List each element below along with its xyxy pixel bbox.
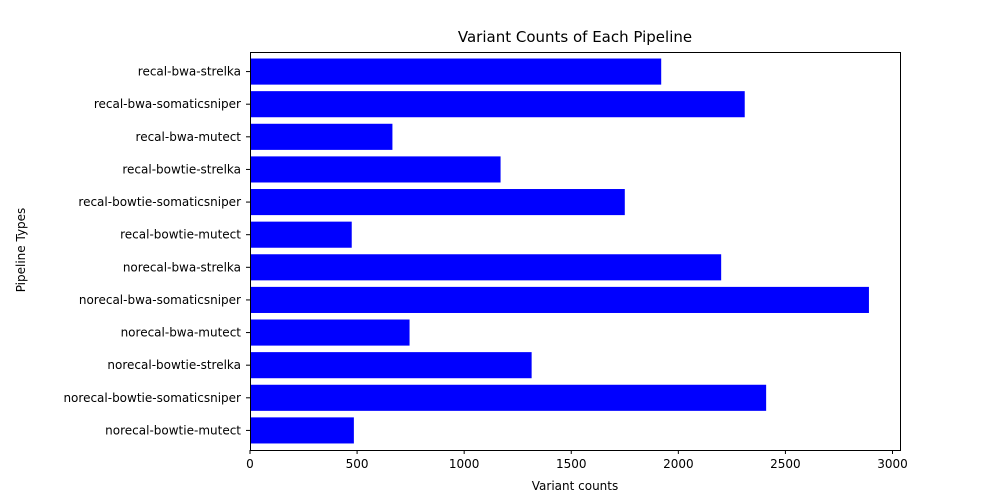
x-tick-label: 1500	[556, 457, 587, 471]
x-tick-label: 1000	[449, 457, 480, 471]
bar-recal-bwa-strelka	[250, 58, 662, 85]
x-tick-label: 500	[346, 457, 369, 471]
x-tick-label: 0	[246, 457, 254, 471]
chart-title: Variant Counts of Each Pipeline	[458, 28, 692, 46]
bar-norecal-bowtie-strelka	[250, 352, 532, 379]
bar-norecal-bwa-somaticsniper	[250, 286, 869, 313]
y-tick-label: norecal-bowtie-mutect	[105, 423, 241, 437]
y-tick-label: recal-bwa-strelka	[138, 65, 241, 79]
y-tick-label: norecal-bwa-strelka	[123, 260, 241, 274]
y-tick-label: recal-bowtie-mutect	[120, 228, 241, 242]
y-tick-label: norecal-bowtie-strelka	[107, 358, 241, 372]
y-tick-label: recal-bwa-somaticsniper	[94, 97, 241, 111]
y-axis-ticks: norecal-bowtie-mutect norecal-bowtie-soma…	[63, 65, 250, 437]
x-axis-label: Variant counts	[532, 479, 618, 493]
y-tick-label: norecal-bwa-mutect	[121, 326, 242, 340]
bar-norecal-bowtie-mutect	[250, 417, 354, 444]
bar-norecal-bowtie-somaticsniper	[250, 384, 767, 411]
bar-recal-bowtie-strelka	[250, 156, 501, 183]
y-axis-label: Pipeline Types	[14, 208, 28, 293]
x-tick-label: 2000	[663, 457, 694, 471]
x-tick-label: 2500	[770, 457, 801, 471]
y-tick-label: recal-bwa-mutect	[136, 130, 242, 144]
y-tick-label: norecal-bwa-somaticsniper	[79, 293, 241, 307]
bar-recal-bowtie-somaticsniper	[250, 189, 625, 216]
plot-frame	[250, 52, 901, 451]
bar-norecal-bwa-mutect	[250, 319, 410, 346]
bar-recal-bowtie-mutect	[250, 221, 352, 248]
y-tick-label: norecal-bowtie-somaticsniper	[63, 391, 241, 405]
y-tick-label: recal-bowtie-strelka	[122, 162, 241, 176]
bar-recal-bwa-mutect	[250, 123, 393, 150]
bar-recal-bwa-somaticsniper	[250, 91, 745, 118]
bar-norecal-bwa-strelka	[250, 254, 722, 281]
x-tick-label: 3000	[877, 457, 908, 471]
y-tick-label: recal-bowtie-somaticsniper	[78, 195, 241, 209]
x-axis-ticks: 0 500 1000 1500 2000 2500 3000	[246, 450, 908, 471]
bars-group	[250, 58, 869, 444]
